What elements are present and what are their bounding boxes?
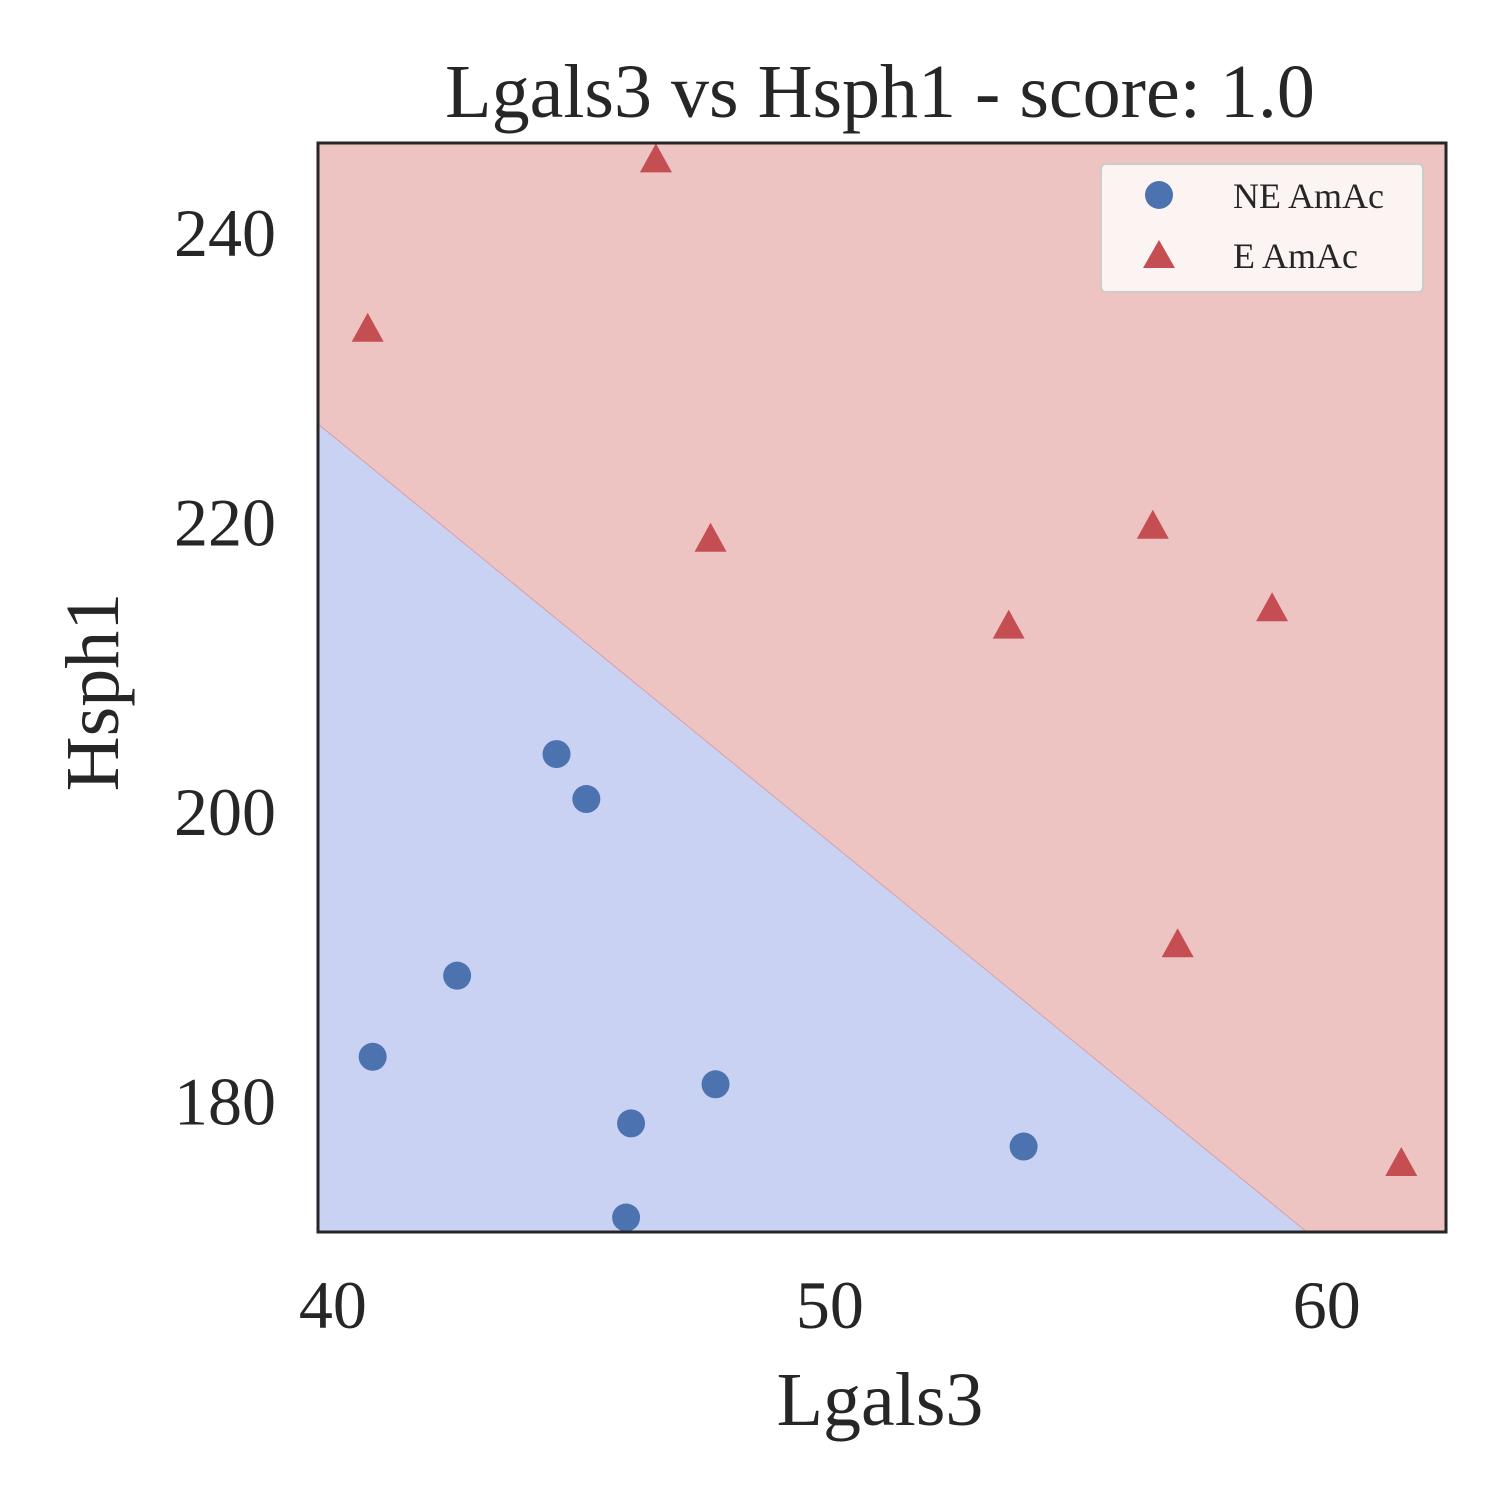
x-tick-label-50: 50: [796, 1267, 864, 1343]
decision-boundary: [317, 423, 1308, 1233]
x-axis-label: Lgals3: [777, 1358, 984, 1442]
y-tick-label-240: 240: [174, 195, 276, 271]
e-amac-point-1: [639, 143, 672, 173]
ne-amac-point-7: [1009, 1132, 1038, 1161]
legend-marker-e-amac: [1143, 240, 1175, 268]
legend: NE AmAc E AmAc: [1100, 163, 1424, 293]
data-points: [351, 143, 1418, 1232]
y-tick-label-180: 180: [174, 1064, 276, 1140]
ne-amac-point-1: [542, 740, 571, 769]
e-amac-point-6: [1256, 592, 1289, 622]
y-axis-label: Hsph1: [51, 593, 135, 791]
e-amac-point-3: [694, 522, 727, 552]
chart-title: Lgals3 vs Hsph1 - score: 1.0: [445, 50, 1315, 134]
y-axis-ticks: 180 200 220 240: [174, 195, 276, 1140]
legend-marker-ne-amac: [1145, 181, 1173, 209]
ne-amac-point-3: [443, 961, 472, 990]
legend-box: [1100, 163, 1424, 293]
legend-label-ne-amac: NE AmAc: [1233, 176, 1384, 216]
ne-amac-point-8: [612, 1203, 641, 1232]
plot-frame: [316, 141, 1448, 1234]
ne-amac-point-6: [617, 1109, 646, 1138]
ne-amac-point-2: [572, 785, 601, 814]
ne-amac-point-5: [701, 1070, 730, 1099]
e-amac-point-2: [351, 312, 384, 342]
x-tick-label-40: 40: [299, 1267, 367, 1343]
e-amac-point-5: [992, 609, 1025, 639]
e-amac-point-7: [1161, 928, 1194, 958]
e-amac-point-4: [1136, 509, 1169, 539]
legend-label-e-amac: E AmAc: [1233, 236, 1358, 276]
e-amac-point-8: [1385, 1146, 1418, 1176]
ne-amac-point-4: [358, 1042, 387, 1071]
x-tick-label-60: 60: [1293, 1267, 1361, 1343]
y-tick-label-220: 220: [174, 484, 276, 560]
x-axis-ticks: 40 50 60: [299, 1267, 1361, 1343]
y-tick-label-200: 200: [174, 774, 276, 850]
